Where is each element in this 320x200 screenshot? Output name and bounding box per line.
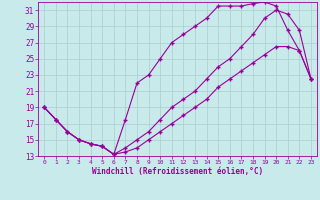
X-axis label: Windchill (Refroidissement éolien,°C): Windchill (Refroidissement éolien,°C) — [92, 167, 263, 176]
